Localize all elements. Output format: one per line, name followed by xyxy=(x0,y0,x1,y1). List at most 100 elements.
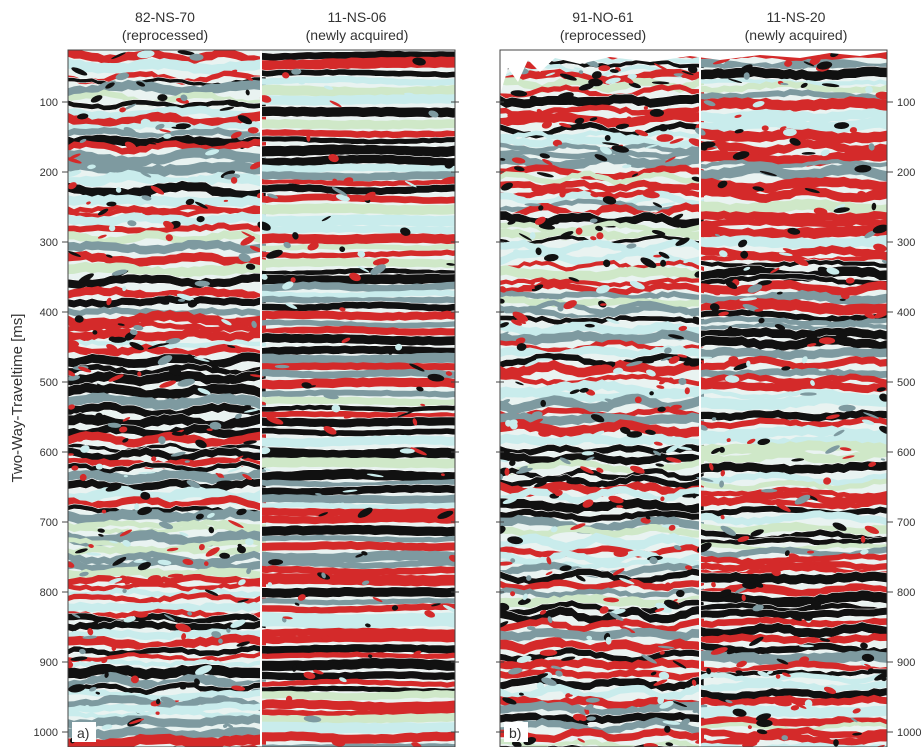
seismic-speckle xyxy=(431,603,441,607)
seismic-speckle xyxy=(539,609,547,615)
seismic-speckle xyxy=(516,343,527,351)
section-subtitle-11-ns-06: (newly acquired) xyxy=(306,27,409,43)
seismic-speckle xyxy=(780,82,789,86)
seismic-speckle xyxy=(242,473,253,481)
seismic-speckle xyxy=(707,69,717,77)
seismic-reflector xyxy=(500,587,704,599)
seismic-speckle xyxy=(194,201,208,209)
seismic-speckle xyxy=(562,99,574,105)
seismic-speckle xyxy=(238,253,251,262)
seismic-speckle xyxy=(868,461,877,468)
seismic-speckle xyxy=(706,667,711,675)
seismic-reflector xyxy=(68,111,266,130)
seismic-reflector xyxy=(68,659,266,669)
seismic-speckle xyxy=(559,189,566,198)
seismic-speckle xyxy=(536,682,545,690)
seismic-reflector xyxy=(68,566,266,581)
seismic-speckle xyxy=(538,205,544,211)
seismic-speckle xyxy=(123,616,136,623)
seismic-speckle xyxy=(833,739,839,747)
seismic-speckle xyxy=(180,686,186,690)
seismic-reflector xyxy=(68,726,266,741)
seismic-speckle xyxy=(170,451,186,457)
seismic-speckle xyxy=(668,377,674,382)
seismic-speckle xyxy=(575,574,586,582)
seismic-speckle xyxy=(518,233,532,241)
seismic-speckle xyxy=(249,245,263,253)
seismic-speckle xyxy=(685,565,693,570)
seismic-speckle xyxy=(68,561,75,568)
seismic-speckle xyxy=(68,251,81,257)
seismic-speckle xyxy=(665,742,674,747)
seismic-speckle xyxy=(806,334,818,340)
seismic-speckle xyxy=(750,529,764,537)
seismic-speckle xyxy=(672,660,687,669)
seismic-speckle xyxy=(163,614,176,621)
seismic-reflector xyxy=(261,514,455,525)
seismic-speckle xyxy=(321,572,326,579)
seismic-speckle xyxy=(872,224,887,234)
seismic-speckle xyxy=(726,438,731,443)
seismic-speckle xyxy=(612,568,625,576)
y-axis-title: Two-Way-Traveltime [ms] xyxy=(9,314,26,483)
seismic-speckle xyxy=(582,499,594,508)
seismic-speckle xyxy=(122,588,127,594)
seismic-speckle xyxy=(187,611,193,616)
seismic-speckle xyxy=(260,273,268,280)
seismic-speckle xyxy=(658,671,670,680)
seismic-speckle xyxy=(79,648,86,655)
seismic-reflector xyxy=(700,322,887,332)
seismic-speckle xyxy=(323,425,337,435)
seismic-speckle xyxy=(787,227,801,235)
seismic-speckle xyxy=(136,81,146,87)
seismic-speckle xyxy=(410,447,427,456)
seismic-reflector xyxy=(700,176,887,194)
seismic-reflector xyxy=(261,93,455,106)
seismic-speckle xyxy=(606,318,620,324)
seismic-reflector xyxy=(500,300,704,316)
y-tick-label: 400 xyxy=(897,307,915,319)
seismic-reflector xyxy=(68,601,266,614)
seismic-speckle xyxy=(745,569,757,575)
seismic-speckle xyxy=(115,187,122,193)
seismic-speckle xyxy=(157,559,172,566)
seismic-speckle xyxy=(725,699,733,704)
seismic-speckle xyxy=(833,429,845,437)
seismic-speckle xyxy=(788,614,802,621)
seismic-speckle xyxy=(412,57,426,66)
seismic-reflector xyxy=(500,259,704,272)
seismic-speckle xyxy=(101,657,108,664)
seismic-reflector xyxy=(261,572,455,587)
seismic-speckle xyxy=(710,647,728,655)
seismic-speckle xyxy=(228,519,244,529)
seismic-reflector xyxy=(261,368,455,379)
panel-b-frame xyxy=(499,49,888,747)
seismic-speckle xyxy=(331,404,341,413)
seismic-speckle xyxy=(669,138,684,144)
seismic-speckle xyxy=(349,272,361,282)
seismic-speckle xyxy=(626,431,643,438)
seismic-speckle xyxy=(187,299,198,308)
seismic-speckle xyxy=(539,153,551,159)
seismic-speckle xyxy=(366,473,384,478)
seismic-speckle xyxy=(400,227,411,236)
seismic-speckle xyxy=(545,72,556,77)
seismic-speckle xyxy=(69,153,81,159)
seismic-reflector xyxy=(68,485,266,505)
seismic-speckle xyxy=(193,357,210,362)
seismic-reflector xyxy=(700,416,887,430)
seismic-speckle xyxy=(752,736,760,744)
seismic-speckle xyxy=(105,484,122,492)
seismic-speckle xyxy=(363,191,376,201)
seismic-speckle xyxy=(604,398,619,405)
seismic-speckle xyxy=(850,717,858,723)
seismic-speckle xyxy=(194,280,210,287)
seismic-speckle xyxy=(651,229,666,236)
seismic-speckle xyxy=(864,230,877,239)
seismic-reflector xyxy=(500,627,704,642)
seismic-speckle xyxy=(752,101,765,108)
seismic-speckle xyxy=(448,554,455,562)
seismic-speckle xyxy=(206,428,213,432)
seismic-reflector xyxy=(261,731,455,744)
seismic-speckle xyxy=(137,371,142,377)
